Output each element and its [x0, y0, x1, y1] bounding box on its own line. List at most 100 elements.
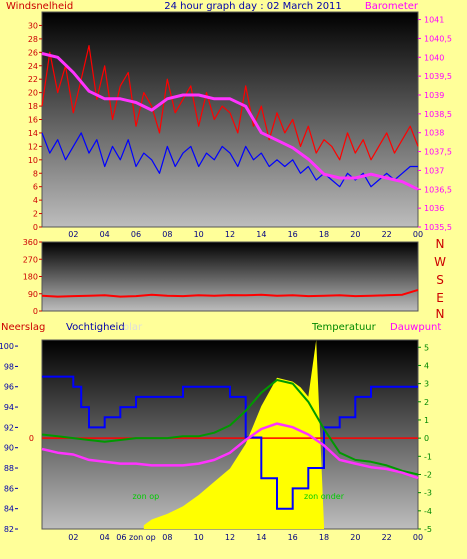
temperature-tick-label: -3 [424, 489, 432, 498]
barometer-tick-label: 1039,5 [424, 72, 452, 81]
zon-onder-annotation: zon onder [304, 492, 345, 501]
bottom-x-tick-label: 16 [288, 533, 298, 542]
chart-marks-layer: 0246810121416182022242628301035,51036103… [0, 16, 452, 542]
humidity-tick-label: 84 [4, 505, 14, 514]
humidity-tick-label: 96 [4, 383, 14, 392]
temperature-tick-label: 3 [424, 380, 429, 389]
wind-tick-label: 12 [28, 142, 38, 151]
barometer-tick-label: 1040,5 [424, 34, 452, 43]
top-x-tick-label: 10 [194, 230, 204, 239]
wind-tick-label: 0 [33, 223, 38, 232]
wind-tick-label: 30 [28, 21, 38, 30]
top-x-tick-label: 20 [350, 230, 360, 239]
windsnelheid-label: Windsnelheid [6, 1, 73, 12]
top-x-tick-label: 06 [131, 230, 141, 239]
wind-tick-label: 10 [28, 156, 38, 165]
bottom-x-tick-label: 10 [194, 533, 204, 542]
humidity-tick-label: 88 [4, 464, 14, 473]
bottom-x-tick-label: 18 [319, 533, 329, 542]
top-x-tick-label: 22 [382, 230, 392, 239]
humidity-line [42, 375, 418, 510]
top-x-tick-label: 04 [100, 230, 110, 239]
wind-tick-label: 28 [28, 35, 38, 44]
wind-tick-label: 26 [28, 48, 38, 57]
humidity-tick-label: 86 [4, 484, 14, 493]
wind-tick-label: 6 [33, 183, 38, 192]
wind-direction-line [41, 288, 419, 298]
wind-tick-label: 18 [28, 102, 38, 111]
bottom-x-tick-label: 12 [225, 533, 235, 542]
humidity-tick-label: 90 [4, 444, 14, 453]
top-x-tick-label: 00 [413, 230, 423, 239]
compass-letter-n: N [436, 307, 445, 321]
humidity-tick-label: 100 [0, 342, 14, 351]
humidity-tick-label: 82 [4, 525, 14, 534]
wind-tick-label: 8 [33, 169, 38, 178]
bottom-x-tick-label: 20 [350, 533, 360, 542]
wind-tick-label: 22 [28, 75, 38, 84]
temperature-line [41, 379, 419, 476]
bottom-x-tick-label: 04 [100, 533, 110, 542]
temperature-tick-label: -5 [424, 525, 432, 534]
neerslag-label: Neerslag [1, 322, 45, 333]
compass-letter-w: W [434, 255, 446, 269]
humidity-tick-label: 92 [4, 423, 14, 432]
barometer-tick-label: 1038 [424, 129, 444, 138]
bottom-x-tick-label: 02 [68, 533, 78, 542]
temperature-tick-label: 0 [424, 434, 429, 443]
bottom-x-tick-label: 06 zon op [116, 533, 155, 542]
wind-tick-label: 2 [33, 210, 38, 219]
wind-gust-line [41, 44, 419, 161]
temperature-tick-label: 4 [424, 361, 429, 370]
direction-tick-label: 180 [23, 273, 38, 282]
top-panel-bg [41, 11, 419, 228]
top-x-tick-label: 18 [319, 230, 329, 239]
bottom-x-tick-label: 00 [413, 533, 423, 542]
wind-tick-label: 20 [28, 89, 38, 98]
solar-label-fragment: olar [123, 322, 143, 333]
top-x-tick-label: 02 [68, 230, 78, 239]
top-x-tick-label: 16 [288, 230, 298, 239]
temperatuur-label: Temperatuur [311, 322, 377, 333]
top-x-tick-label: 12 [225, 230, 235, 239]
barometer-tick-label: 1037,5 [424, 148, 452, 157]
compass-letter-s: S [436, 273, 444, 287]
barometer-label: Barometer [365, 1, 419, 12]
temperature-tick-label: 1 [424, 416, 429, 425]
wind-tick-label: 24 [28, 62, 38, 71]
barometer-tick-label: 1038,5 [424, 110, 452, 119]
barometer-tick-label: 1035,5 [424, 223, 452, 232]
direction-tick-label: 270 [23, 255, 38, 264]
middle-panel-bg [41, 241, 419, 312]
wind-tick-label: 14 [28, 129, 38, 138]
compass-letter-n: N [436, 237, 445, 251]
temperature-tick-label: -2 [424, 470, 432, 479]
direction-tick-label: 360 [23, 238, 38, 247]
barometer-tick-label: 1036 [424, 204, 444, 213]
humidity-tick-label: 94 [4, 403, 14, 412]
direction-tick-label: 0 [33, 307, 38, 316]
temperature-tick-label: 2 [424, 398, 429, 407]
top-x-tick-label: 14 [256, 230, 266, 239]
dauwpunt-label: Dauwpunt [390, 322, 441, 333]
bottom-x-tick-label: 08 [162, 533, 172, 542]
temperature-tick-label: -4 [424, 507, 432, 516]
barometer-tick-label: 1039 [424, 91, 444, 100]
barometer-tick-label: 1040 [424, 53, 444, 62]
direction-tick-label: 90 [28, 290, 38, 299]
barometer-tick-label: 1037 [424, 166, 444, 175]
zero-label: 0 [29, 434, 34, 443]
wind-tick-label: 16 [28, 116, 38, 125]
bottom-x-tick-label: 14 [256, 533, 266, 542]
solar-radiation-area [143, 340, 324, 529]
temperature-tick-label: -1 [424, 452, 432, 461]
dewpoint-line [41, 422, 419, 480]
bottom-x-tick-label: 22 [382, 533, 392, 542]
barometer-line [41, 52, 419, 191]
top-x-tick-label: 08 [162, 230, 172, 239]
vochtigheid-label: Vochtigheid [66, 322, 125, 333]
wind-tick-label: 4 [33, 196, 38, 205]
zon-op-annotation: zon op [132, 492, 159, 501]
